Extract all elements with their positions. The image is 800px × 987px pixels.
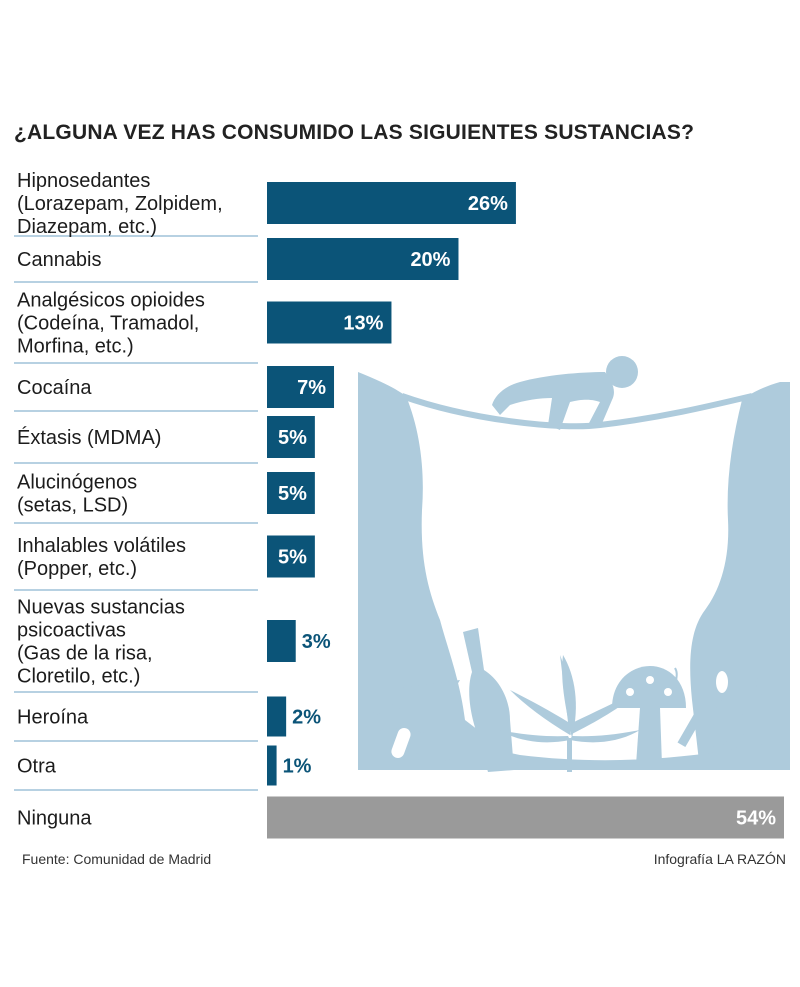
value-label: 5% (278, 547, 307, 569)
value-label: 13% (343, 313, 383, 335)
category-label: Hipnosedantes (Lorazepam, Zolpidem, Diazep… (17, 170, 223, 238)
category-label: Otra (17, 756, 57, 778)
value-label: 2% (292, 707, 321, 729)
bar (267, 796, 784, 839)
gorge-floor-icon (358, 720, 790, 770)
chart-title: ¿ALGUNA VEZ HAS CONSUMIDO LAS SIGUIENTES… (14, 121, 695, 144)
value-label: 54% (736, 808, 776, 830)
source-note: Fuente: Comunidad de Madrid (22, 851, 212, 867)
category-label: Éxtasis (MDMA) (17, 426, 161, 449)
mushroom-icon (612, 666, 686, 765)
syringe-icon (721, 669, 765, 752)
bar (267, 535, 315, 578)
rope-icon (401, 393, 753, 430)
category-label: Nuevas sustancias psicoactivas (Gas de la … (17, 597, 185, 688)
bar (267, 301, 392, 344)
cocktail-glass-icon (400, 680, 460, 761)
pill-icon (365, 703, 414, 761)
value-label: 5% (278, 427, 307, 449)
bar (267, 696, 287, 737)
value-label: 1% (283, 756, 312, 778)
bar (267, 416, 315, 458)
bar (267, 745, 277, 786)
bar (267, 238, 459, 280)
drug-illustration (358, 356, 790, 772)
category-label: Cocaína (17, 377, 92, 399)
bottle-icon (463, 628, 514, 772)
person-crawling-on-rope-icon (492, 356, 638, 430)
bar (267, 182, 516, 224)
value-label: 26% (468, 193, 508, 215)
spoon-icon (707, 665, 733, 756)
cannabis-leaf-icon (498, 655, 640, 772)
value-label: 20% (410, 249, 450, 271)
category-label: Ninguna (17, 808, 92, 830)
category-label: Alucinógenos (setas, LSD) (17, 472, 137, 517)
bar (267, 472, 315, 514)
cigarette-icon (674, 667, 712, 748)
category-label: Inhalables volátiles (Popper, etc.) (17, 535, 186, 580)
value-label: 7% (297, 377, 326, 399)
value-label: 3% (302, 631, 331, 653)
category-label: Analgésicos opioides (Codeína, Tramadol, M… (17, 290, 205, 358)
bar (267, 620, 296, 662)
category-label: Heroína (17, 707, 89, 729)
credit-note: Infografía LA RAZÓN (653, 851, 786, 867)
bar (267, 366, 335, 408)
value-label: 5% (278, 483, 307, 505)
category-label: Cannabis (17, 249, 102, 271)
